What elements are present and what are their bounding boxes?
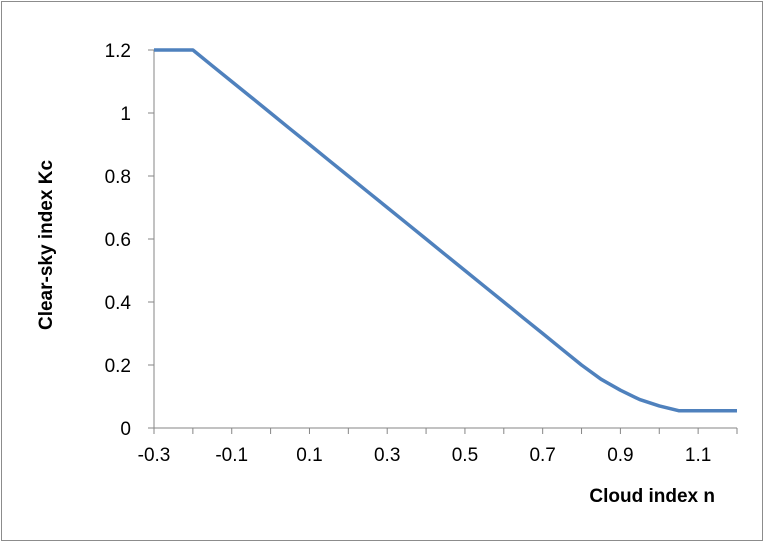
x-tick-label: 0.1	[296, 445, 322, 466]
x-tick-label: 0.5	[452, 445, 478, 466]
tick-marks	[148, 49, 738, 434]
y-tick-label: 0.4	[105, 293, 132, 314]
x-tick-label: 1.1	[685, 445, 711, 466]
y-tick-label: 1	[120, 104, 131, 125]
x-tick-label: -0.1	[215, 445, 248, 466]
y-tick-label: 0.6	[105, 230, 131, 251]
y-tick-label: 0.8	[105, 167, 131, 188]
x-tick-label: 0.3	[374, 445, 400, 466]
y-tick-label: 0	[120, 419, 131, 440]
x-axis-title: Cloud index n	[589, 486, 715, 507]
y-axis-title: Clear-sky index Kc	[36, 160, 57, 330]
series-line	[154, 48, 737, 413]
y-tick-label: 1.2	[105, 41, 131, 62]
x-tick-label: -0.3	[138, 445, 171, 466]
x-tick-label: 0.7	[529, 445, 555, 466]
y-tick-label: 0.2	[105, 356, 131, 377]
x-tick-label: 0.9	[607, 445, 633, 466]
axes	[153, 50, 737, 429]
x-tick-labels: -0.3 -0.1 0.1 0.3 0.5 0.7 0.9 1.1	[138, 445, 712, 466]
y-tick-labels: 0 0.2 0.4 0.6 0.8 1 1.2	[105, 41, 132, 440]
series-lines	[154, 48, 737, 413]
